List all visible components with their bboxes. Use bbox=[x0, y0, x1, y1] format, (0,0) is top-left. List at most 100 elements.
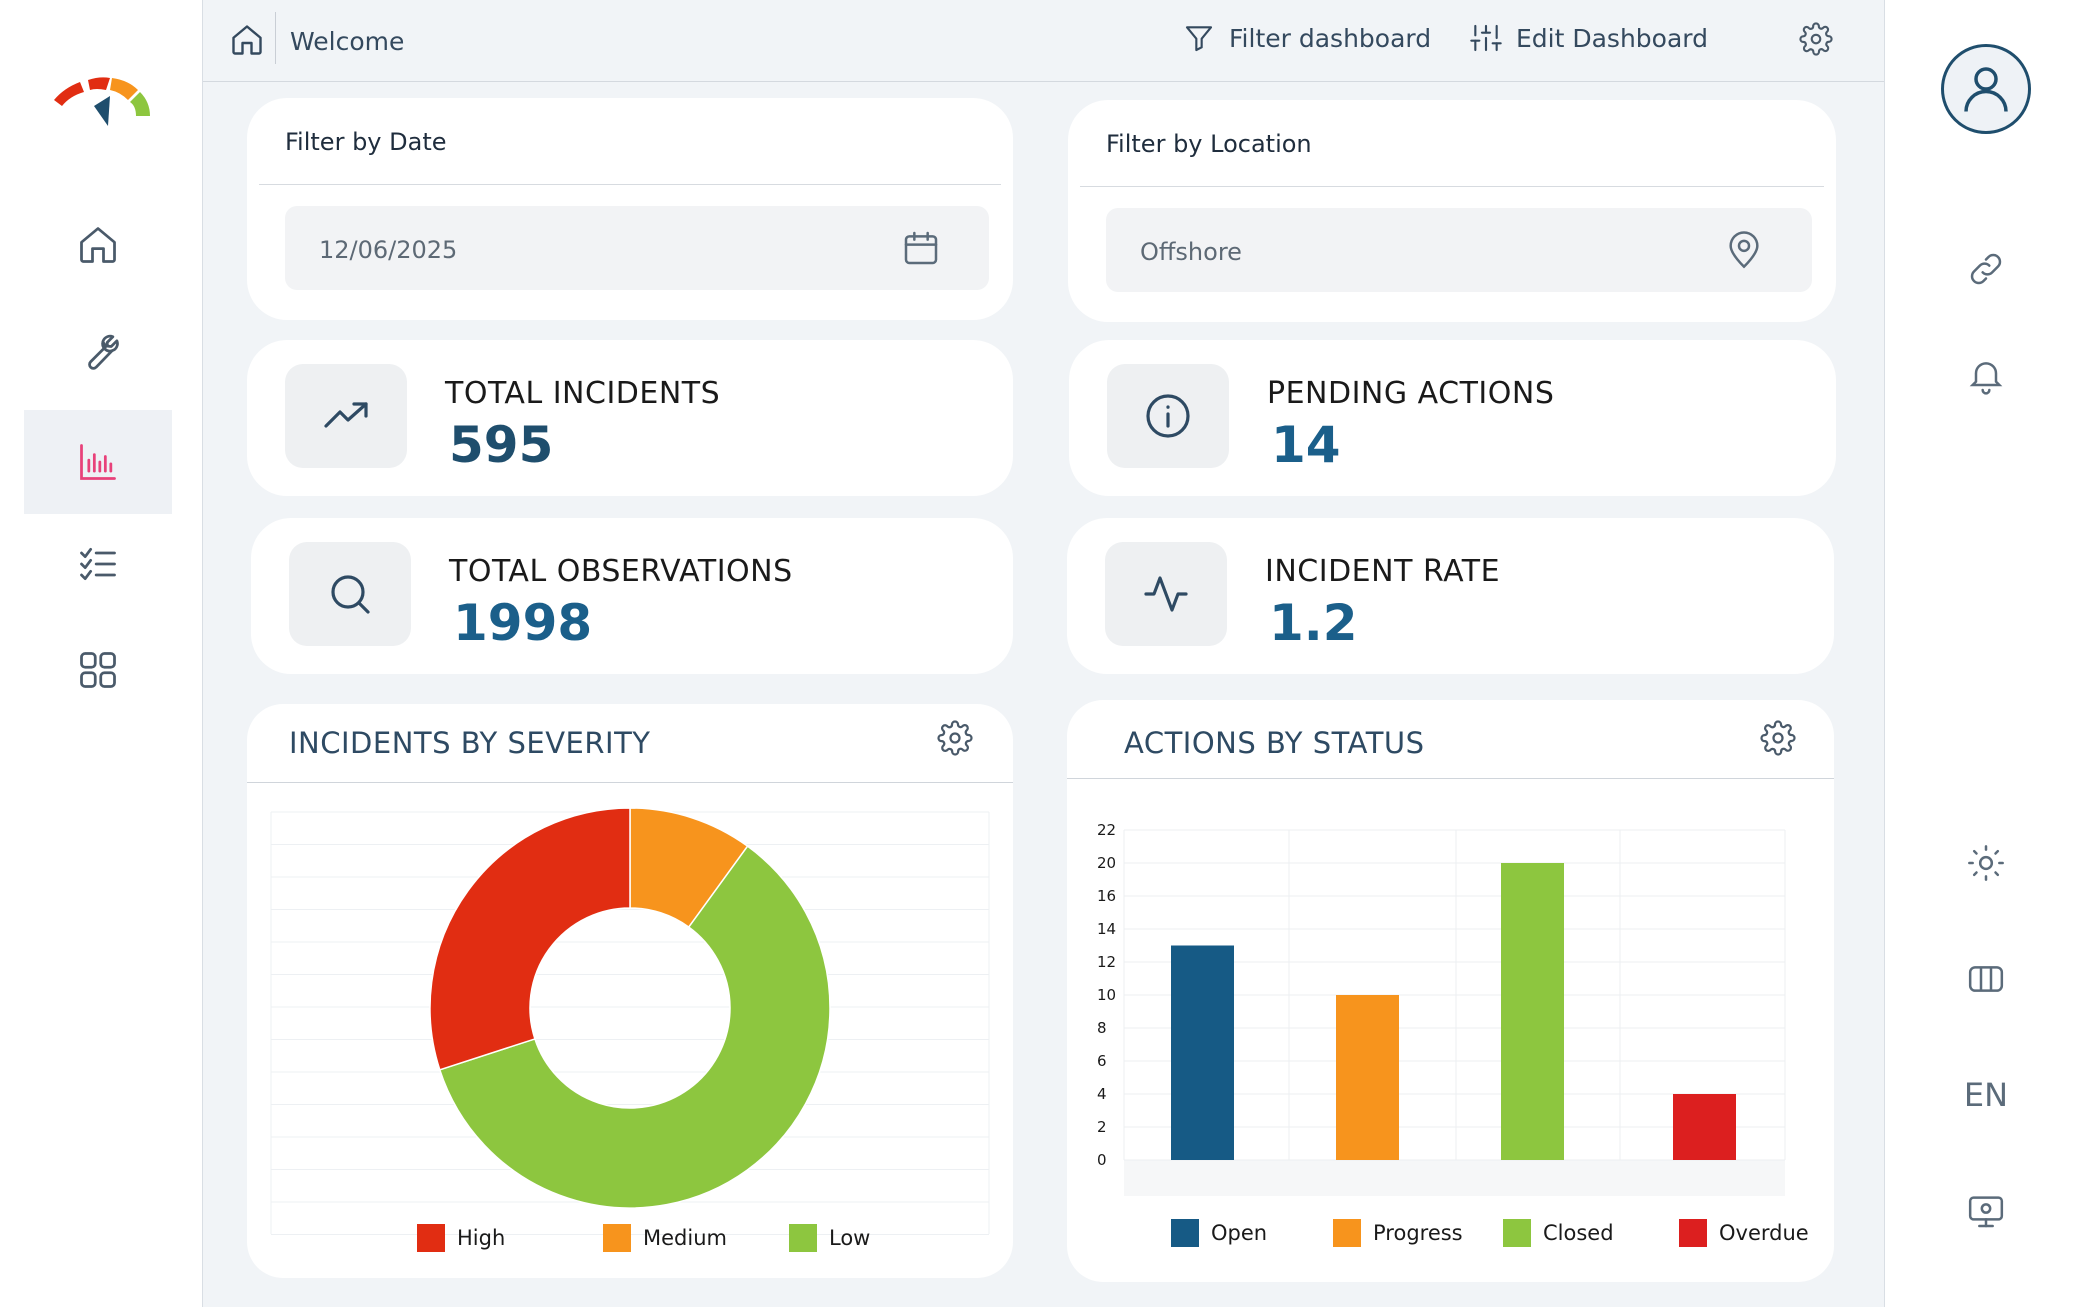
bar-progress[interactable] bbox=[1336, 995, 1399, 1160]
filter-location-title: Filter by Location bbox=[1106, 130, 1312, 158]
filter-dashboard-label: Filter dashboard bbox=[1229, 23, 1432, 53]
calendar-icon[interactable] bbox=[901, 228, 941, 268]
language-selector[interactable]: EN bbox=[1963, 1076, 2009, 1114]
filter-dashboard-button[interactable]: Filter dashboard bbox=[1183, 22, 1431, 54]
legend-label: Overdue bbox=[1719, 1221, 1809, 1245]
legend-label: Open bbox=[1211, 1221, 1268, 1245]
wrench-icon bbox=[88, 334, 119, 370]
user-avatar[interactable] bbox=[1941, 44, 2031, 134]
kpi-total-observations[interactable]: TOTAL OBSERVATIONS 1998 bbox=[251, 518, 1013, 674]
kpi-label: TOTAL OBSERVATIONS bbox=[449, 554, 793, 589]
sidebar-item-analytics[interactable] bbox=[24, 410, 172, 514]
grid-icon bbox=[80, 652, 116, 688]
date-value: 12/06/2025 bbox=[319, 236, 458, 264]
y-tick-label: 4 bbox=[1097, 1085, 1107, 1103]
logo-icon bbox=[54, 77, 150, 126]
right-sidebar: EN bbox=[1884, 0, 2086, 1307]
info-icon bbox=[1146, 394, 1190, 438]
link-icon bbox=[1970, 253, 2002, 285]
legend-label: Low bbox=[829, 1226, 871, 1250]
y-tick-label: 12 bbox=[1097, 953, 1116, 971]
severity-donut-chart bbox=[270, 808, 990, 1235]
checklist-icon bbox=[80, 547, 116, 581]
bar-chart-icon bbox=[80, 444, 116, 480]
home-icon[interactable] bbox=[229, 22, 265, 58]
search-icon bbox=[331, 575, 370, 614]
edit-dashboard-button[interactable]: Edit Dashboard bbox=[1470, 22, 1708, 54]
filter-location-divider bbox=[1080, 186, 1824, 187]
location-input[interactable]: Offshore bbox=[1106, 208, 1812, 292]
y-tick-label: 14 bbox=[1097, 920, 1116, 938]
breadcrumb-welcome[interactable]: Welcome bbox=[290, 27, 405, 56]
monitor-settings-button[interactable] bbox=[1957, 1182, 2015, 1240]
actions-by-status-card: ACTIONS BY STATUS 22 20 16 14 12 10 8 6 4 2 0 Open… bbox=[1067, 700, 1834, 1282]
filter-date-card: Filter by Date 12/06/2025 bbox=[247, 98, 1013, 320]
gear-icon[interactable] bbox=[937, 720, 973, 756]
chart-title: INCIDENTS BY SEVERITY bbox=[289, 726, 651, 760]
legend-item-low[interactable]: Low bbox=[789, 1224, 870, 1252]
y-tick-label: 6 bbox=[1097, 1052, 1107, 1070]
sidebar-item-apps[interactable] bbox=[24, 618, 172, 722]
legend-item-medium[interactable]: Medium bbox=[603, 1224, 727, 1252]
legend-swatch bbox=[1333, 1219, 1361, 1247]
kpi-incident-rate[interactable]: INCIDENT RATE 1.2 bbox=[1067, 518, 1834, 674]
sidebar-item-tools[interactable] bbox=[24, 300, 172, 404]
filter-date-divider bbox=[259, 184, 1001, 185]
kpi-icon-box bbox=[285, 364, 407, 468]
topbar-divider bbox=[275, 12, 276, 64]
legend-swatch bbox=[789, 1224, 817, 1252]
notifications-button[interactable] bbox=[1957, 346, 2015, 404]
chart-title: ACTIONS BY STATUS bbox=[1124, 726, 1425, 760]
gear-icon[interactable] bbox=[1760, 720, 1796, 756]
donut-slice-low[interactable] bbox=[438, 845, 831, 1209]
legend-label: Closed bbox=[1543, 1221, 1614, 1245]
activity-icon bbox=[1144, 576, 1188, 612]
kpi-pending-actions[interactable]: PENDING ACTIONS 14 bbox=[1069, 340, 1836, 496]
bar-overdue[interactable] bbox=[1673, 1094, 1736, 1160]
location-pin-icon[interactable] bbox=[1724, 230, 1764, 270]
filter-location-card: Filter by Location Offshore bbox=[1068, 100, 1836, 322]
y-tick-label: 16 bbox=[1097, 887, 1116, 905]
home-icon bbox=[80, 227, 116, 263]
kpi-value: 1.2 bbox=[1269, 594, 1358, 652]
trend-up-icon bbox=[324, 402, 368, 428]
chart-divider bbox=[1067, 778, 1834, 779]
legend-label: Medium bbox=[643, 1226, 727, 1250]
legend-label: High bbox=[457, 1226, 506, 1250]
kpi-icon-box bbox=[1107, 364, 1229, 468]
plot-band bbox=[1124, 1160, 1785, 1196]
kpi-value: 1998 bbox=[453, 594, 593, 652]
legend-item-open[interactable]: Open bbox=[1171, 1219, 1267, 1247]
date-input[interactable]: 12/06/2025 bbox=[285, 206, 989, 290]
sidebar-item-checklist[interactable] bbox=[24, 512, 172, 616]
bar-closed[interactable] bbox=[1501, 863, 1564, 1160]
link-button[interactable] bbox=[1957, 240, 2015, 298]
location-value: Offshore bbox=[1140, 238, 1242, 266]
gear-icon[interactable] bbox=[1799, 22, 1833, 56]
kpi-label: TOTAL INCIDENTS bbox=[445, 376, 721, 411]
left-sidebar bbox=[0, 0, 203, 1307]
bar-open[interactable] bbox=[1171, 945, 1234, 1161]
legend-item-closed[interactable]: Closed bbox=[1503, 1219, 1614, 1247]
legend-swatch bbox=[1503, 1219, 1531, 1247]
legend-swatch bbox=[603, 1224, 631, 1252]
y-tick-label: 10 bbox=[1097, 986, 1116, 1004]
legend-item-progress[interactable]: Progress bbox=[1333, 1219, 1463, 1247]
kpi-total-incidents[interactable]: TOTAL INCIDENTS 595 bbox=[247, 340, 1013, 496]
incidents-by-severity-card: INCIDENTS BY SEVERITY High Medium Low bbox=[247, 704, 1013, 1278]
donut-slice-high[interactable] bbox=[429, 808, 631, 1071]
theme-toggle-button[interactable] bbox=[1957, 834, 2015, 892]
sidebar-item-home[interactable] bbox=[24, 193, 172, 297]
monitor-icon bbox=[1968, 1196, 2004, 1228]
filter-icon bbox=[1185, 26, 1213, 52]
edit-dashboard-label: Edit Dashboard bbox=[1516, 23, 1708, 53]
y-tick-label: 8 bbox=[1097, 1019, 1107, 1037]
legend-item-high[interactable]: High bbox=[417, 1224, 505, 1252]
layout-toggle-button[interactable] bbox=[1957, 950, 2015, 1008]
kpi-label: PENDING ACTIONS bbox=[1267, 376, 1555, 411]
sun-icon bbox=[1968, 845, 2004, 881]
kpi-label: INCIDENT RATE bbox=[1265, 554, 1501, 589]
legend-label: Progress bbox=[1373, 1221, 1463, 1245]
legend-item-overdue[interactable]: Overdue bbox=[1679, 1219, 1809, 1247]
